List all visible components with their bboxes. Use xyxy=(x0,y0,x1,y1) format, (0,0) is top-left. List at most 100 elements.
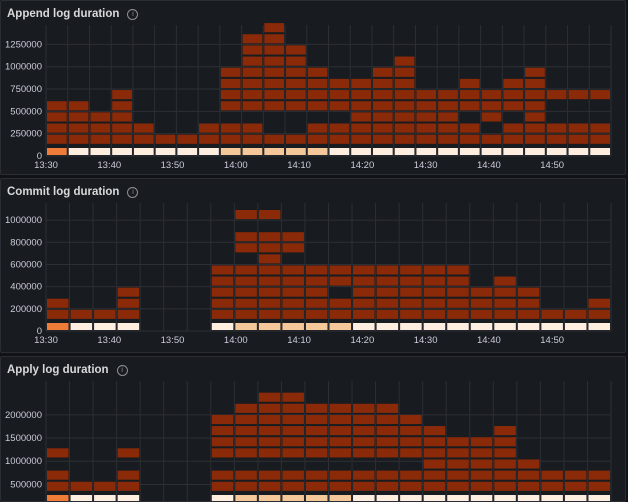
heatmap-cell xyxy=(117,309,140,319)
heatmap-cell xyxy=(305,287,328,297)
heatmap-cell xyxy=(423,265,446,275)
info-circle-icon[interactable]: i xyxy=(127,186,139,198)
heatmap-cell xyxy=(353,276,375,286)
heatmap-cell xyxy=(329,90,350,100)
commit-heatmap[interactable]: 0 200000 400000 600000 800000 1000000 13:30 13:… xyxy=(1,179,626,353)
heatmap-cell xyxy=(494,287,516,297)
heatmap-cell xyxy=(112,112,132,122)
heatmap-cell xyxy=(568,148,589,155)
heatmap-cell xyxy=(564,481,587,491)
heatmap-cell xyxy=(447,470,469,480)
heatmap-cell xyxy=(438,123,458,133)
heatmap-cell xyxy=(264,101,285,111)
heatmap-cell xyxy=(329,309,352,319)
heatmap-cell xyxy=(282,448,304,458)
heatmap-cell xyxy=(438,112,458,122)
heatmap-cell xyxy=(258,437,281,447)
heatmap-cell xyxy=(305,481,328,491)
y-tick-label: 600000 xyxy=(10,259,42,270)
heatmap-cell xyxy=(459,90,480,100)
heatmap-cell xyxy=(68,148,89,155)
heatmap-cell xyxy=(438,148,458,155)
heatmap-cell xyxy=(235,323,257,330)
heatmap-cell xyxy=(211,426,234,436)
heatmap-cell xyxy=(372,123,393,133)
heatmap-cell xyxy=(258,298,281,308)
append-heatmap[interactable]: 0 250000 500000 750000 1000000 1250000 13:30 13… xyxy=(1,1,626,175)
heatmap-cell xyxy=(94,481,116,491)
heatmap-cell xyxy=(588,470,610,480)
heatmap-cell xyxy=(353,403,375,413)
heatmap-cell xyxy=(235,426,257,436)
heatmap-cell xyxy=(235,298,257,308)
info-circle-icon[interactable]: i xyxy=(116,364,128,376)
y-tick-label: 1500000 xyxy=(5,433,42,444)
panel-header: Append log duration i xyxy=(7,5,139,23)
heatmap-cell xyxy=(258,276,281,286)
y-tick-label: 1250000 xyxy=(5,39,42,50)
heatmap-cell xyxy=(394,56,415,66)
heatmap-cell xyxy=(235,448,257,458)
heatmap-cell xyxy=(68,123,89,133)
heatmap-cell xyxy=(423,495,446,501)
heatmap-cell xyxy=(376,414,399,425)
heatmap-cell xyxy=(525,148,545,155)
heatmap-cell xyxy=(282,309,304,319)
heatmap-cell xyxy=(220,123,241,133)
heatmap-cell xyxy=(588,298,610,308)
heatmap-cell xyxy=(588,481,610,491)
heatmap-cell xyxy=(329,276,352,286)
heatmap-cell xyxy=(117,323,140,330)
heatmap-cell xyxy=(235,243,257,253)
heatmap-cell xyxy=(282,243,304,253)
heatmap-cell xyxy=(70,309,93,319)
heatmap-cell xyxy=(590,90,610,100)
heatmap-cell xyxy=(47,148,67,155)
heatmap-cell xyxy=(470,470,493,480)
heatmap-cell xyxy=(447,495,469,501)
heatmap-cell xyxy=(525,67,545,77)
heatmap-cell xyxy=(400,276,422,286)
heatmap-cell xyxy=(372,134,393,144)
heatmap-cell xyxy=(329,437,352,447)
heatmap-cell xyxy=(447,481,469,491)
heatmap-cell xyxy=(400,323,422,330)
heatmap-cell xyxy=(568,90,589,100)
heatmap-cell xyxy=(376,276,399,286)
heatmap-cell xyxy=(282,298,304,308)
heatmap-cell xyxy=(264,67,285,77)
heatmap-cell xyxy=(258,403,281,413)
heatmap-cell xyxy=(258,265,281,275)
heatmap-cell xyxy=(459,78,480,89)
heatmap-cell xyxy=(235,232,257,242)
heatmap-cell xyxy=(400,495,422,501)
heatmap-cell xyxy=(258,243,281,253)
heatmap-cell xyxy=(305,309,328,319)
heatmap-cell xyxy=(525,90,545,100)
heatmap-cell xyxy=(438,134,458,144)
heatmap-cell xyxy=(525,134,545,144)
info-circle-icon[interactable]: i xyxy=(127,8,139,20)
heatmap-cell xyxy=(376,403,399,413)
heatmap-cell xyxy=(372,67,393,77)
y-tick-label: 500000 xyxy=(10,479,42,490)
heatmap-cell xyxy=(70,323,93,330)
heatmap-cell xyxy=(242,67,263,77)
heatmap-cell xyxy=(400,265,422,275)
heatmap-cell xyxy=(394,78,415,89)
heatmap-cell xyxy=(353,481,375,491)
panel-title: Append log duration xyxy=(7,8,120,20)
heatmap-cell xyxy=(235,403,257,413)
heatmap-cell xyxy=(517,481,540,491)
apply-heatmap[interactable]: 500000 1000000 1500000 2000000 xyxy=(1,357,626,502)
heatmap-cell xyxy=(258,470,281,480)
heatmap-cell xyxy=(470,459,493,469)
heatmap-cell xyxy=(351,134,371,144)
heatmap-cell xyxy=(353,323,375,330)
heatmap-cell xyxy=(494,309,516,319)
heatmap-cell xyxy=(438,90,458,100)
heatmap-cell xyxy=(372,90,393,100)
heatmap-cell xyxy=(470,495,493,501)
heatmap-cell xyxy=(372,148,393,155)
y-tick-label: 2000000 xyxy=(5,410,42,421)
